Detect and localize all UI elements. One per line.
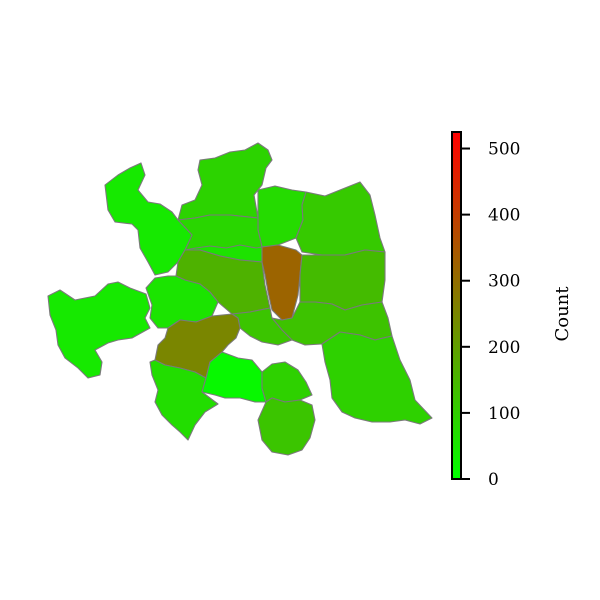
colorbar-label: Count [552, 286, 573, 342]
region-south-lower [257, 397, 316, 456]
region-north-top [177, 142, 273, 221]
region-south-mid [261, 361, 313, 403]
colorbar-ticks: 0 100 200 300 400 500 [461, 140, 520, 490]
colorbar-gradient [451, 131, 462, 480]
map-regions [47, 142, 433, 456]
region-west [47, 281, 151, 379]
colorbar-tick-label: 300 [488, 272, 520, 292]
colorbar-tick-label: 100 [488, 404, 520, 424]
colorbar-tick-label: 500 [488, 140, 520, 160]
colorbar: 0 100 200 300 400 500 Count [451, 131, 573, 490]
region-east-center [299, 249, 386, 311]
region-northwest [104, 162, 193, 276]
colorbar-tick-label: 0 [488, 470, 499, 490]
region-southwest [149, 359, 219, 441]
colorbar-tick-label: 400 [488, 206, 520, 226]
colorbar-tick-label: 200 [488, 338, 520, 358]
region-southeast [321, 331, 433, 425]
region-center-west [145, 275, 219, 329]
region-northeast [295, 181, 386, 256]
